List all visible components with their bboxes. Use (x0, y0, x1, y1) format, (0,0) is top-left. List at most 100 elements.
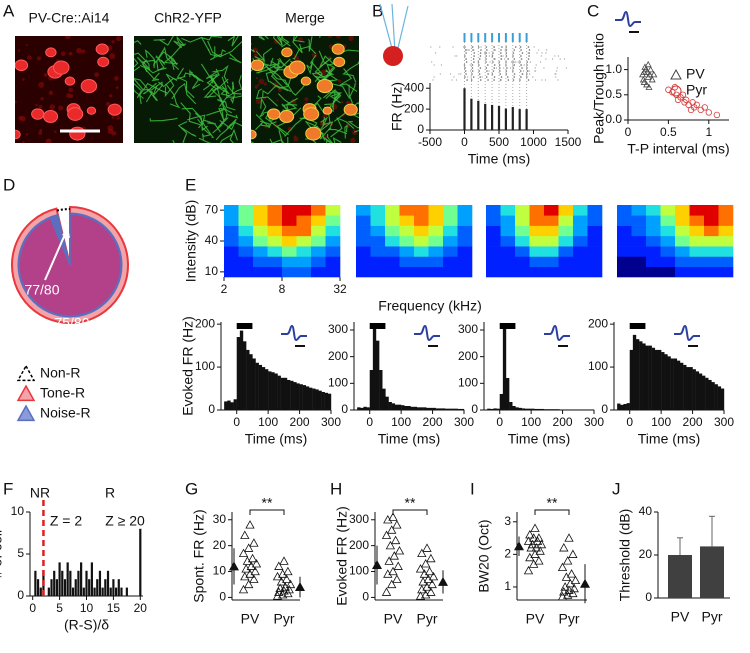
x-tick-label: 100 (391, 415, 411, 429)
fiber (134, 82, 144, 99)
fiber (160, 43, 187, 64)
panel-letter: B (372, 1, 383, 20)
raster-spike (455, 79, 458, 81)
bar (53, 570, 56, 596)
point (563, 556, 573, 565)
bar (36, 579, 40, 596)
fiber (330, 117, 355, 138)
fiber (227, 75, 242, 97)
heatmap-cell (544, 235, 559, 247)
histogram-bar (457, 408, 462, 410)
histogram-bar (639, 341, 643, 410)
raster-spike (472, 58, 475, 60)
heatmap-cell (646, 225, 661, 237)
raster-spike (478, 70, 481, 72)
heatmap-cell (282, 225, 297, 237)
fiber (220, 76, 230, 97)
speck (327, 36, 332, 39)
heatmap-cell (718, 235, 734, 247)
point (389, 551, 399, 560)
y-tick-label: 3 (504, 514, 511, 528)
y-axis-label: # of cell (0, 530, 5, 578)
speck (58, 105, 64, 111)
heatmap-cell (296, 205, 312, 216)
electrode (379, 3, 394, 53)
point (392, 574, 402, 583)
fiber (165, 55, 178, 70)
bar (39, 587, 42, 596)
histogram-bar (667, 356, 671, 410)
x-tick-label: 300 (454, 415, 474, 429)
heatmap-cell (238, 235, 254, 247)
heatmap-cell (356, 235, 371, 247)
heatmap-cell (443, 256, 458, 268)
fiber (153, 36, 174, 46)
heatmap-cell (515, 266, 530, 278)
cell-body (97, 56, 110, 68)
heatmap-cell (587, 246, 603, 257)
speck (258, 78, 265, 85)
raster-spike (500, 49, 502, 51)
cell-body (279, 110, 295, 123)
heatmap-cell (544, 256, 559, 268)
x-tick-label: 0.5 (660, 125, 677, 139)
bar (104, 579, 107, 596)
histogram-bar (239, 330, 244, 410)
fiber (284, 80, 305, 96)
histogram-bar (546, 409, 551, 410)
fiber (327, 133, 342, 143)
histogram-bar (651, 347, 656, 410)
heatmap-cell (631, 256, 647, 268)
histogram-bar (648, 345, 652, 410)
heatmap-cell (660, 235, 676, 247)
raster-spike (527, 79, 530, 81)
point (388, 512, 398, 521)
heatmap-cell (457, 205, 473, 216)
speck (38, 81, 45, 88)
fiber (225, 113, 239, 119)
histogram-bar (435, 408, 440, 410)
heatmap-cell (529, 225, 545, 237)
heatmap-cell (428, 266, 444, 278)
speck (40, 97, 44, 101)
bar (93, 587, 96, 596)
fiber (219, 118, 237, 131)
heatmap-cell (631, 225, 647, 237)
speck (350, 137, 356, 143)
raster-spike (505, 52, 508, 54)
y-axis-label: FR (Hz) (389, 82, 405, 131)
raster-spike (514, 61, 516, 63)
histogram-bar (556, 409, 560, 410)
raster-spike (538, 49, 540, 51)
raster-spike (529, 61, 532, 63)
heatmap-cell (675, 246, 690, 257)
histogram-bar (398, 404, 402, 410)
histogram-bar (683, 364, 687, 410)
raster-spike (539, 61, 542, 63)
heatmap-cell (282, 256, 297, 268)
annotation: Z ≥ 20 (105, 513, 145, 529)
heatmap-cell (587, 266, 603, 278)
histogram-bar (258, 364, 263, 410)
x-axis-label: Time (ms) (378, 431, 440, 447)
heatmap-cell (500, 205, 516, 216)
histogram-bar (623, 403, 627, 410)
histogram-bar (233, 399, 237, 410)
heatmap-cell (296, 215, 312, 226)
raster-spike (480, 46, 482, 48)
heatmap-cell (370, 246, 386, 257)
speck (68, 51, 73, 56)
raster-spike (479, 52, 482, 54)
raster-spike (556, 67, 558, 69)
heatmap-cell (311, 235, 326, 247)
raster-spike (500, 58, 503, 60)
point (244, 543, 254, 552)
raster-spike (479, 55, 482, 57)
bar (484, 103, 487, 130)
heatmap-cell (718, 246, 734, 257)
heatmap-cell (399, 256, 415, 268)
heatmap-cell (500, 215, 516, 226)
point (559, 543, 569, 552)
raster-spike (480, 49, 482, 51)
heatmap-cell (399, 205, 415, 216)
